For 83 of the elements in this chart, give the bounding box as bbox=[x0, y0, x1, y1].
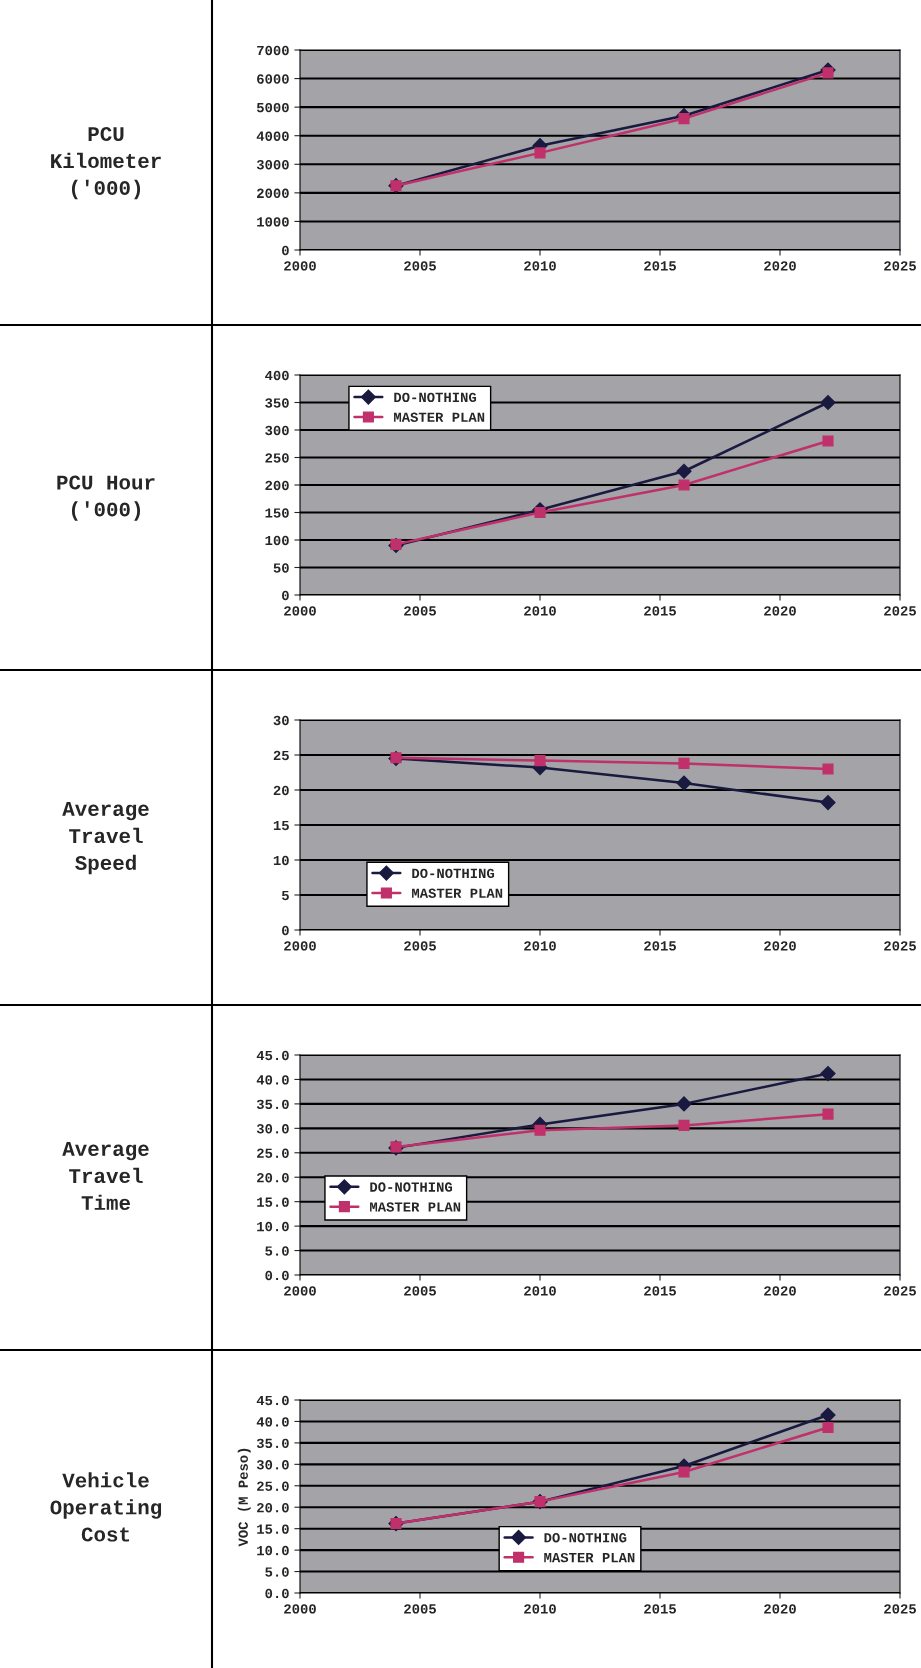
y-tick-label: 15 bbox=[273, 820, 289, 831]
y-tick-label: 30 bbox=[273, 715, 289, 726]
y-tick-label: 6000 bbox=[257, 74, 289, 84]
text: PCU Hour ('000) bbox=[57, 475, 155, 521]
x-tick-label: 2010 bbox=[524, 606, 556, 616]
x-tick-label: 2015 bbox=[644, 941, 676, 951]
y-tick-label: 100 bbox=[265, 535, 289, 546]
y-tick-label: 4000 bbox=[256, 131, 289, 141]
y-tick-label: 35.0 bbox=[256, 1099, 289, 1110]
y-tick-label: 5000 bbox=[256, 102, 289, 113]
x-tick-label: 2020 bbox=[764, 941, 796, 951]
y-tick-label: 350 bbox=[265, 398, 289, 408]
y-tick-label: 5.0 bbox=[265, 1246, 289, 1256]
y-tick-label: 30.0 bbox=[256, 1460, 289, 1470]
legend-label: MASTER PLAN bbox=[394, 412, 485, 422]
legend-label: DO-NOTHING bbox=[544, 1533, 627, 1543]
legend-label: DO-NOTHING bbox=[412, 868, 495, 879]
x-tick-label: 2005 bbox=[404, 1286, 436, 1296]
y-tick-label: 40.0 bbox=[256, 1075, 289, 1085]
legend-label: DO-NOTHING bbox=[370, 1182, 453, 1192]
y-tick-label: 20.0 bbox=[257, 1172, 289, 1183]
y-tick-label: 150 bbox=[265, 508, 289, 518]
x-tick-label: 2015 bbox=[644, 1286, 676, 1296]
y-tick-label: 0 bbox=[282, 925, 289, 936]
x-tick-label: 2025 bbox=[884, 941, 916, 951]
x-tick-label: 2015 bbox=[644, 261, 676, 271]
y-tick-label: 15.0 bbox=[257, 1197, 289, 1207]
x-tick-label: 2010 bbox=[524, 1286, 556, 1296]
y-tick-label: 10.0 bbox=[257, 1221, 289, 1232]
x-tick-label: 2025 bbox=[884, 1286, 916, 1296]
y-tick-label: 20 bbox=[273, 785, 289, 796]
x-tick-label: 2005 bbox=[404, 1604, 436, 1614]
y-tick-label: 25 bbox=[273, 750, 289, 761]
y-tick-label: 30.0 bbox=[256, 1124, 289, 1134]
y-tick-label: 0 bbox=[282, 590, 289, 601]
x-tick-label: 2005 bbox=[404, 941, 436, 951]
y-tick-label: 10 bbox=[273, 855, 289, 866]
y-tick-label: 5.0 bbox=[265, 1567, 289, 1577]
y-axis-title: VOC (M Peso) bbox=[237, 1448, 251, 1547]
legend-label: MASTER PLAN bbox=[544, 1552, 635, 1563]
legend-label: MASTER PLAN bbox=[370, 1202, 461, 1212]
y-tick-label: 400 bbox=[265, 370, 289, 381]
text: Vehicle Operating Cost bbox=[50, 1472, 162, 1542]
y-tick-label: 0.0 bbox=[265, 1270, 289, 1281]
y-tick-label: 25.0 bbox=[257, 1148, 289, 1158]
y-tick-label: 35.0 bbox=[256, 1438, 289, 1449]
y-tick-label: 5 bbox=[281, 890, 289, 901]
y-tick-label: 15.0 bbox=[257, 1524, 289, 1534]
x-tick-label: 2020 bbox=[764, 1286, 796, 1296]
x-tick-label: 2025 bbox=[884, 606, 916, 616]
x-tick-label: 2010 bbox=[524, 261, 556, 271]
y-tick-label: 25.0 bbox=[257, 1481, 289, 1491]
legend-label: MASTER PLAN bbox=[412, 888, 503, 898]
x-tick-label: 2025 bbox=[884, 261, 916, 271]
y-tick-label: 20.0 bbox=[257, 1502, 289, 1513]
y-tick-label: 0 bbox=[282, 245, 289, 256]
y-tick-label: 2000 bbox=[257, 188, 289, 199]
y-tick-label: 1000 bbox=[257, 217, 289, 227]
x-tick-label: 2025 bbox=[884, 1604, 916, 1614]
y-tick-label: 200 bbox=[265, 480, 289, 491]
x-tick-label: 2020 bbox=[764, 606, 796, 616]
x-tick-label: 2020 bbox=[764, 1604, 796, 1614]
x-tick-label: 2015 bbox=[644, 606, 676, 616]
y-tick-label: 45.0 bbox=[256, 1395, 289, 1406]
y-tick-label: 0.0 bbox=[265, 1588, 289, 1599]
x-tick-label: 2020 bbox=[764, 261, 796, 271]
x-tick-label: 2010 bbox=[524, 941, 556, 951]
legend-label: DO-NOTHING bbox=[394, 392, 477, 403]
y-tick-label: 45.0 bbox=[256, 1050, 289, 1061]
y-tick-label: 40.0 bbox=[256, 1417, 289, 1427]
y-tick-label: 300 bbox=[265, 425, 289, 436]
text: Average Travel Time bbox=[62, 1142, 149, 1211]
x-tick-label: 2005 bbox=[404, 261, 436, 271]
text: PCU Kilometer ('000) bbox=[51, 126, 161, 200]
y-tick-label: 250 bbox=[265, 453, 289, 463]
y-tick-label: 50 bbox=[273, 563, 289, 573]
x-tick-label: 2015 bbox=[644, 1604, 676, 1614]
y-tick-label: 7000 bbox=[257, 45, 289, 56]
y-tick-label: 3000 bbox=[256, 160, 289, 170]
x-tick-label: 2010 bbox=[524, 1604, 556, 1614]
x-tick-label: 2005 bbox=[404, 606, 436, 616]
text: Average Travel Speed bbox=[62, 802, 149, 875]
y-tick-label: 10.0 bbox=[257, 1545, 289, 1556]
